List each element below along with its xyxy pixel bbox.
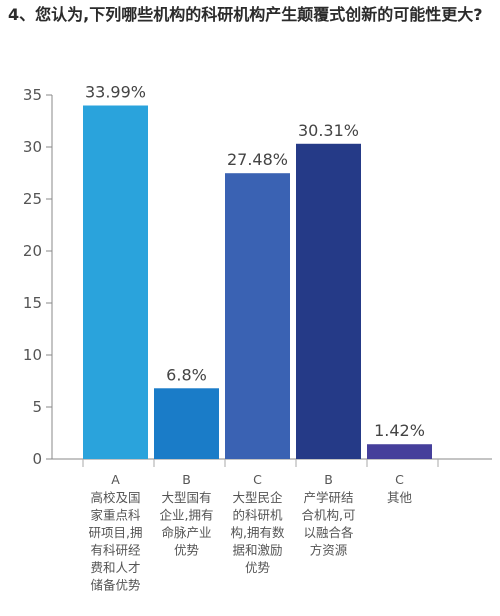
category-label: 构,拥有数	[231, 525, 285, 540]
category-label: 高校及国	[90, 490, 140, 505]
y-tick-label: 30	[23, 138, 42, 156]
category-label: 优势	[245, 560, 271, 575]
category-label: 大型民企	[232, 490, 283, 505]
category-letter: B	[182, 472, 191, 487]
value-labels: 33.99% 6.8% 27.48% 30.31% 1.42%	[85, 83, 425, 441]
category-letter: A	[111, 472, 120, 487]
category-label: 的科研机	[232, 508, 283, 523]
category-label: 其他	[387, 490, 413, 505]
bar	[83, 105, 148, 459]
value-label: 6.8%	[166, 365, 207, 384]
category-label: 命脉产业	[161, 525, 211, 540]
category-label: 优势	[174, 543, 200, 558]
y-tick-label: 15	[23, 294, 42, 312]
y-tick-label: 25	[23, 190, 42, 208]
value-label: 1.42%	[374, 421, 425, 440]
bar	[225, 173, 290, 459]
category-label: 研项目,拥	[89, 525, 143, 540]
category-letter: C	[395, 472, 404, 487]
category-label: 方资源	[310, 543, 348, 558]
category-label: 大型国有	[161, 490, 211, 505]
category-letter: C	[253, 472, 262, 487]
category-label: 以融合各	[303, 525, 354, 540]
y-tick-label: 35	[23, 86, 42, 104]
value-label: 27.48%	[227, 150, 288, 169]
chart-axes: 0 5 10 15 20 25 30 35	[23, 86, 492, 468]
category-label: 储备优势	[90, 578, 141, 593]
chart-title: 4、您认为,下列哪些机构的科研机构产生颠覆式创新的可能性更大?	[8, 5, 483, 24]
bar	[367, 444, 432, 459]
bar	[154, 388, 219, 459]
category-label: 合机构,可	[302, 508, 356, 523]
category-label: 企业,拥有	[160, 508, 214, 523]
category-label: 产学研结	[303, 490, 353, 505]
y-tick-label: 5	[32, 398, 42, 416]
category-label: 费和人才	[90, 560, 140, 575]
category-letter: B	[324, 472, 333, 487]
category-label: 家重点科	[90, 508, 141, 523]
y-tick-label: 0	[32, 450, 42, 468]
bars-group	[83, 105, 432, 459]
value-label: 30.31%	[298, 121, 359, 140]
y-tick-label: 20	[23, 242, 42, 260]
category-label: 有科研经	[90, 543, 141, 558]
category-label: 据和激励	[232, 543, 282, 558]
y-tick-label: 10	[23, 346, 42, 364]
value-label: 33.99%	[85, 83, 146, 102]
bar	[296, 143, 361, 459]
